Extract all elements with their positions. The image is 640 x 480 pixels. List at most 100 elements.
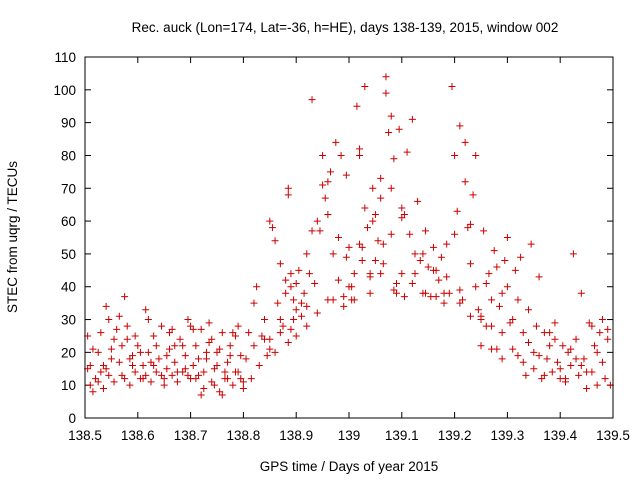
data-point [292, 306, 300, 314]
data-point [400, 211, 408, 219]
y-tick-label: 10 [61, 378, 76, 393]
data-point [366, 273, 374, 281]
data-point [276, 316, 284, 324]
data-point [451, 151, 459, 159]
data-point [247, 375, 255, 383]
data-point [543, 355, 551, 363]
data-point [297, 299, 305, 307]
data-point [456, 286, 464, 294]
data-point [158, 371, 166, 379]
data-point [179, 342, 187, 350]
data-point [324, 211, 332, 219]
data-point [295, 266, 303, 274]
data-point [105, 371, 113, 379]
data-point [345, 243, 353, 251]
data-point [176, 335, 184, 343]
data-point [546, 329, 554, 337]
data-point [329, 296, 337, 304]
data-point [382, 73, 390, 81]
data-point [126, 381, 134, 389]
data-point [282, 289, 290, 297]
data-point [517, 253, 525, 261]
data-point [466, 220, 474, 228]
data-point [266, 217, 274, 225]
data-point [403, 148, 411, 156]
data-point [313, 217, 321, 225]
data-point [261, 316, 269, 324]
data-point [395, 125, 403, 133]
data-point [150, 332, 158, 340]
data-point [126, 355, 134, 363]
data-point [387, 230, 395, 238]
data-point [224, 358, 232, 366]
data-point [113, 325, 121, 333]
data-point [572, 335, 580, 343]
data-point [583, 368, 591, 376]
data-point [261, 335, 269, 343]
data-point [535, 352, 543, 360]
x-tick-label: 139.2 [438, 428, 472, 443]
data-point [150, 361, 158, 369]
data-point [250, 299, 258, 307]
data-point [163, 352, 171, 360]
data-point [303, 250, 311, 258]
data-point [554, 358, 562, 366]
x-tick-label: 138.7 [174, 428, 208, 443]
data-point [577, 289, 585, 297]
data-point [332, 138, 340, 146]
data-point [532, 322, 540, 330]
data-point [485, 270, 493, 278]
data-point [263, 352, 271, 360]
data-point [498, 289, 506, 297]
data-point [374, 237, 382, 245]
data-point [173, 378, 181, 386]
data-point [472, 283, 480, 291]
data-point [356, 151, 364, 159]
data-point [192, 375, 200, 383]
data-point [213, 361, 221, 369]
data-point [572, 355, 580, 363]
x-tick-label: 138.5 [68, 428, 102, 443]
data-point [495, 302, 503, 310]
data-point [189, 361, 197, 369]
data-point [451, 230, 459, 238]
data-point [583, 384, 591, 392]
data-point [440, 299, 448, 307]
data-point [411, 250, 419, 258]
y-tick-label: 100 [53, 83, 76, 98]
data-point [429, 243, 437, 251]
data-point [369, 217, 377, 225]
y-axis-label: STEC from uqrg / TECUs [5, 161, 20, 313]
data-point [210, 381, 218, 389]
data-point [503, 283, 511, 291]
data-point [158, 322, 166, 330]
data-point [168, 371, 176, 379]
data-point [110, 335, 118, 343]
data-point [192, 342, 200, 350]
x-tick-label: 138.8 [227, 428, 261, 443]
data-point [308, 227, 316, 235]
data-point [160, 381, 168, 389]
x-tick-label: 138.6 [121, 428, 155, 443]
data-point [218, 329, 226, 337]
axis-ticks: 138.5 138.6 138.7 138.8 138.9 139 139.1 139.2 13… [53, 50, 629, 443]
chart-title: Rec. auck (Lon=174, Lat=-36, h=HE), days… [132, 20, 559, 35]
data-point [596, 329, 604, 337]
data-point [398, 270, 406, 278]
data-point [181, 352, 189, 360]
data-point [107, 355, 115, 363]
data-point [514, 352, 522, 360]
data-point [406, 230, 414, 238]
data-point [205, 319, 213, 327]
y-tick-label: 110 [54, 50, 76, 65]
data-point [443, 240, 451, 248]
data-point [519, 329, 527, 337]
data-point [208, 335, 216, 343]
data-point [121, 293, 129, 301]
data-point [184, 316, 192, 324]
data-point [229, 329, 237, 337]
y-tick-label: 40 [61, 280, 76, 295]
data-point [488, 322, 496, 330]
data-point [472, 151, 480, 159]
data-point [511, 266, 519, 274]
